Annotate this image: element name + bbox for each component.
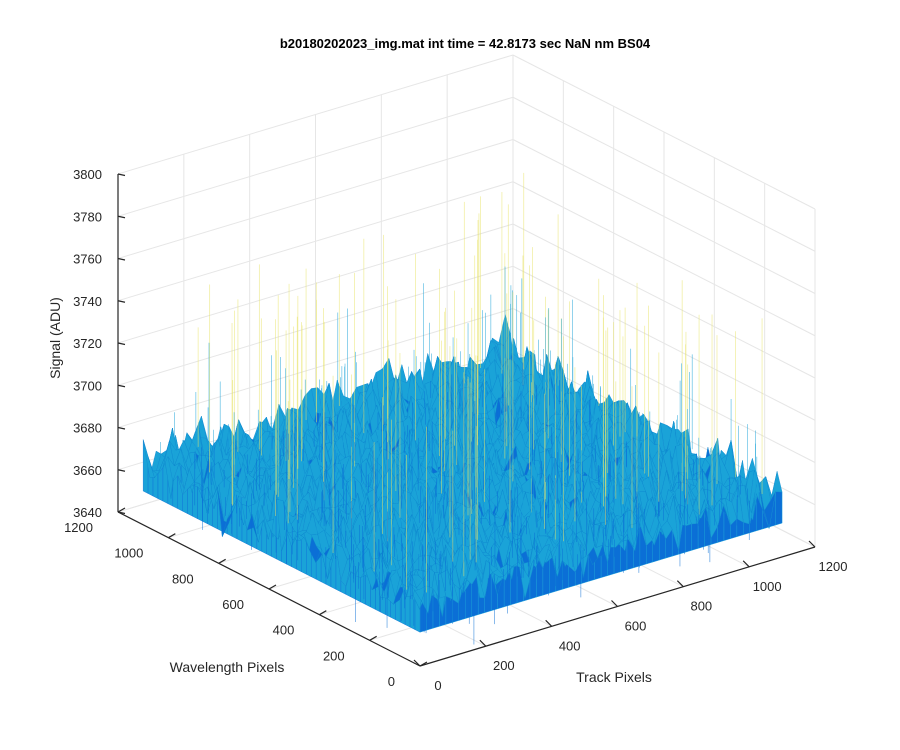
back-wall-grid-line bbox=[117, 265, 514, 386]
back-wall-grid-line bbox=[117, 223, 514, 344]
back-wall-grid-line bbox=[117, 308, 514, 428]
tick-labels: 3640 3660 3680 3700 3720 3740 3760 3780 3800 0 200… bbox=[64, 167, 847, 693]
y-tick-label: 1000 bbox=[114, 546, 143, 561]
surface-side-face bbox=[743, 521, 750, 536]
z-tick-mark bbox=[117, 300, 126, 303]
back-wall-grid-line bbox=[117, 139, 514, 259]
x-tick-mark bbox=[413, 659, 421, 667]
surface-side-face bbox=[355, 575, 361, 603]
z-tick-label: 3720 bbox=[73, 336, 102, 351]
side-wall-grid-line bbox=[512, 308, 816, 463]
x-tick-label: 600 bbox=[625, 619, 647, 634]
surface-side-face bbox=[775, 491, 783, 526]
x-tick-mark bbox=[676, 580, 684, 588]
x-tick-mark bbox=[479, 639, 487, 647]
side-wall-grid-line bbox=[512, 54, 816, 210]
surface bbox=[142, 172, 783, 645]
z-tick-label: 3760 bbox=[73, 252, 102, 267]
z-axis-label: Signal (ADU) bbox=[47, 297, 63, 379]
x-tick-label: 1000 bbox=[753, 579, 782, 594]
surface-side-face bbox=[445, 595, 453, 625]
y-tick-mark bbox=[369, 635, 377, 641]
z-tick-mark bbox=[117, 469, 126, 472]
z-tick-mark bbox=[117, 426, 126, 430]
y-tick-label: 1200 bbox=[64, 520, 93, 535]
y-tick-label: 600 bbox=[222, 597, 244, 612]
side-wall-grid-line bbox=[512, 139, 816, 294]
y-tick-mark bbox=[218, 558, 226, 564]
y-tick-label: 800 bbox=[172, 571, 194, 586]
side-wall-grid-line bbox=[512, 96, 816, 252]
x-tick-mark bbox=[611, 600, 618, 607]
y-tick-label: 200 bbox=[323, 648, 345, 663]
y-tick-mark bbox=[168, 533, 176, 539]
surface-side-face bbox=[192, 484, 198, 520]
x-tick-label: 200 bbox=[493, 658, 515, 673]
axes bbox=[117, 173, 816, 667]
z-tick-mark bbox=[117, 215, 126, 219]
chart-title: b20180202023_img.mat int time = 42.8173 … bbox=[280, 36, 651, 51]
back-wall-grid-line bbox=[117, 96, 514, 217]
back-wall-grid-line bbox=[117, 54, 514, 175]
x-tick-mark bbox=[742, 560, 750, 568]
z-tick-mark bbox=[117, 511, 126, 515]
z-tick-mark bbox=[117, 384, 126, 388]
y-tick-mark bbox=[268, 584, 277, 590]
x-axis-label: Track Pixels bbox=[576, 669, 652, 685]
y-tick-mark bbox=[117, 507, 126, 513]
z-tick-mark bbox=[117, 257, 126, 261]
side-wall-grid-line bbox=[512, 265, 816, 421]
z-tick-label: 3780 bbox=[73, 209, 102, 224]
z-tick-label: 3800 bbox=[73, 167, 102, 182]
z-tick-label: 3640 bbox=[73, 505, 102, 520]
z-tick-label: 3700 bbox=[73, 378, 102, 393]
x-tick-label: 400 bbox=[559, 638, 581, 653]
x-tick-mark bbox=[545, 619, 553, 627]
y-axis-label: Wavelength Pixels bbox=[170, 659, 285, 675]
side-wall-grid-line bbox=[512, 181, 816, 337]
z-tick-label: 3680 bbox=[73, 421, 102, 436]
y-tick-label: 400 bbox=[273, 623, 295, 638]
side-wall-grid-line bbox=[512, 223, 816, 379]
z-tick-mark bbox=[117, 342, 126, 346]
x-tick-label: 800 bbox=[690, 599, 712, 614]
z-tick-mark bbox=[117, 173, 126, 177]
surface-side-face bbox=[691, 523, 699, 551]
y-tick-label: 0 bbox=[388, 674, 395, 689]
y-tick-mark bbox=[319, 610, 327, 616]
z-tick-label: 3660 bbox=[73, 463, 102, 478]
x-tick-mark bbox=[808, 540, 816, 548]
y-tick-mark bbox=[419, 661, 428, 667]
z-tick-label: 3740 bbox=[73, 294, 102, 309]
x-tick-label: 1200 bbox=[819, 559, 848, 574]
back-wall-grid-line bbox=[117, 181, 514, 302]
x-tick-label: 0 bbox=[434, 678, 441, 693]
